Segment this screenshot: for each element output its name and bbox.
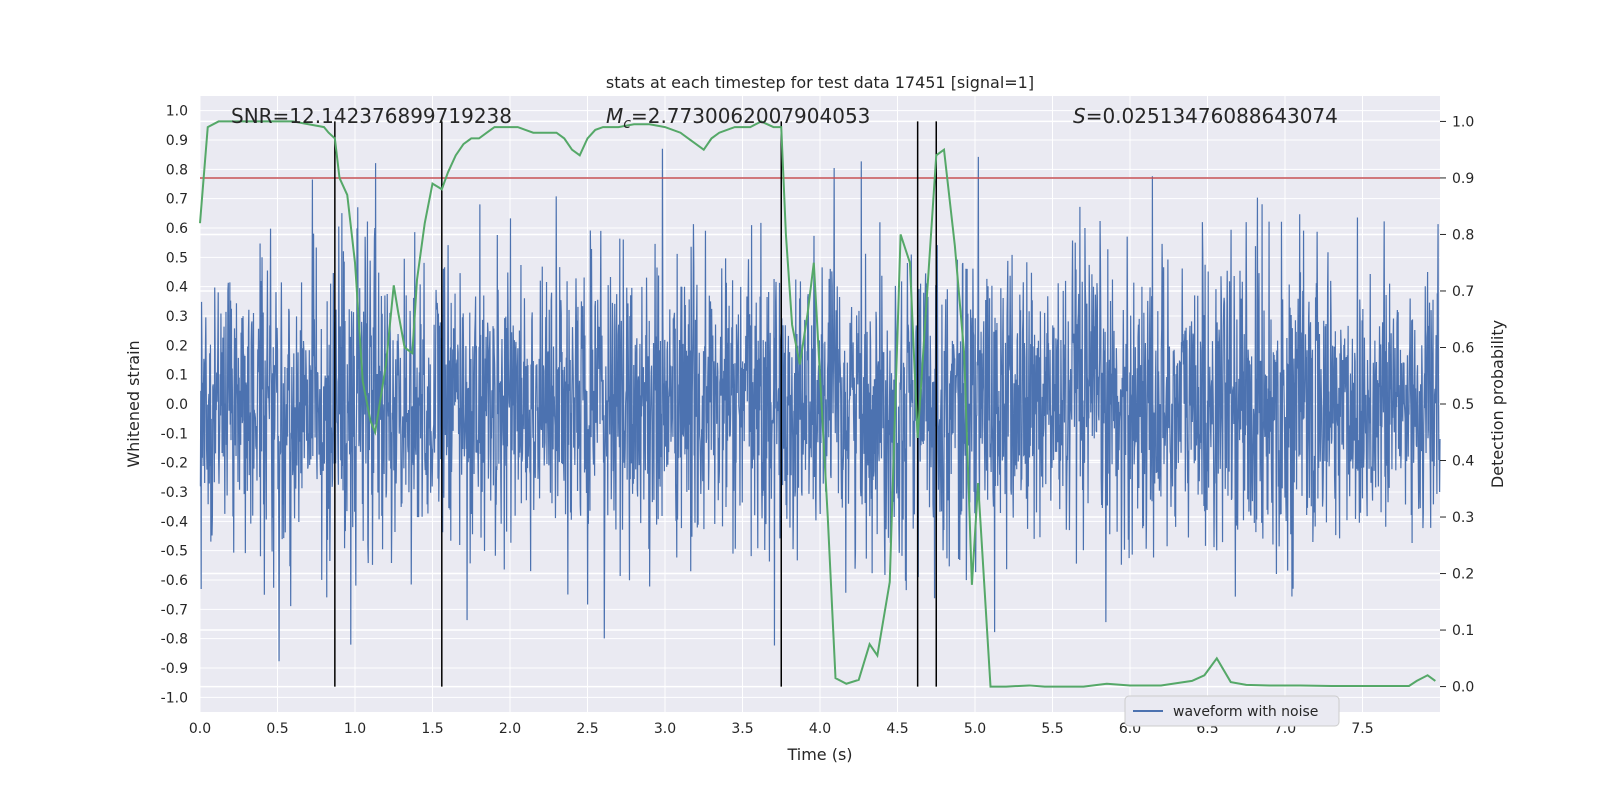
series-waveform-with-noise [199,148,1441,662]
y-right-tick-label: 0.0 [1452,680,1474,696]
chirp-mass-symbol: M [606,104,623,128]
y-left-tick-label: 0.2 [166,338,188,354]
x-axis-ticks: 0.0 0.5 1.0 1.5 2.0 2.5 3.0 3.5 4.0 4.5 5.0 5.5 6.0 6… [189,721,1374,737]
y-left-tick-label: 0.6 [166,221,188,237]
x-axis-label: Time (s) [786,745,852,764]
y-axis-right-ticks: 0.0 0.1 0.2 0.3 0.4 0.5 0.6 0.7 0.8 0.9 1.0 [1440,114,1474,696]
y-right-tick-label: 0.1 [1452,623,1474,639]
series-detection-probability [199,120,1436,688]
x-tick-label: 5.0 [964,721,986,737]
y-left-tick-label: -0.8 [161,632,188,648]
legend-entry: waveform with noise [1173,704,1318,720]
y-left-tick-label: 0.0 [166,397,188,413]
y-left-tick-label: 0.3 [166,309,188,325]
y-left-tick-label: -0.1 [161,426,188,442]
y-right-tick-label: 0.9 [1452,171,1474,187]
x-tick-label: 1.5 [421,721,443,737]
x-tick-label: 5.5 [1041,721,1063,737]
y-right-tick-label: 0.6 [1452,340,1474,356]
y-left-tick-label: 0.1 [166,368,188,384]
chart-title: stats at each timestep for test data 174… [606,73,1034,92]
legend-box [1124,695,1340,727]
grid [199,96,1440,712]
chirp-mass-annotation: Mc=2.7730062007904053 [606,104,870,132]
y-left-tick-label: -0.7 [161,602,188,618]
snr-annotation: SNR=12.142376899719238 [231,104,512,128]
y-left-tick-label: -0.9 [161,661,188,677]
x-tick-label: 1.0 [344,721,366,737]
legend: waveform with noise [1124,695,1340,727]
y-left-tick-label: -0.6 [161,573,188,589]
y-left-tick-label: -0.2 [161,456,188,472]
x-tick-label: 0.5 [266,721,288,737]
y-right-tick-label: 0.4 [1452,454,1474,470]
y-left-tick-label: -1.0 [161,690,188,706]
vertical-markers [334,121,937,687]
s-value: =0.02513476088643074 [1086,104,1338,128]
noise-line [199,148,1441,662]
s-symbol: S [1073,104,1086,128]
y-left-tick-label: 0.7 [166,192,188,208]
y-right-tick-label: 0.2 [1452,567,1474,583]
x-tick-label: 3.0 [654,721,676,737]
y-right-tick-label: 0.7 [1452,284,1474,300]
x-tick-label: 3.5 [731,721,753,737]
x-tick-label: 2.5 [576,721,598,737]
y-right-tick-label: 0.5 [1452,397,1474,413]
y-right-tick-label: 1.0 [1452,114,1474,130]
x-tick-label: 0.0 [189,721,211,737]
y-right-tick-label: 0.8 [1452,227,1474,243]
chirp-mass-value: =2.7730062007904053 [631,104,870,128]
chirp-mass-subscript: c [623,116,631,132]
y-left-tick-label: 0.4 [166,280,188,296]
x-tick-label: 4.0 [809,721,831,737]
y-axis-right-label: Detection probability [1488,320,1507,488]
x-tick-label: 7.5 [1351,721,1373,737]
s-annotation: S=0.02513476088643074 [1073,104,1338,128]
y-left-tick-label: 0.8 [166,162,188,178]
y-left-tick-label: 1.0 [166,104,188,120]
y-left-tick-label: 0.9 [166,133,188,149]
x-tick-label: 4.5 [886,721,908,737]
y-axis-left-label: Whitened strain [124,340,143,467]
y-axis-left-ticks: -1.0 -0.9 -0.8 -0.7 -0.6 -0.5 -0.4 -0.3 -0.2 -0.1… [161,104,188,707]
y-right-tick-label: 0.3 [1452,510,1474,526]
x-tick-label: 2.0 [499,721,521,737]
y-left-tick-label: -0.4 [161,514,188,530]
y-left-tick-label: -0.5 [161,544,188,560]
y-left-tick-label: -0.3 [161,485,188,501]
probability-line [199,120,1436,688]
y-left-tick-label: 0.5 [166,250,188,266]
